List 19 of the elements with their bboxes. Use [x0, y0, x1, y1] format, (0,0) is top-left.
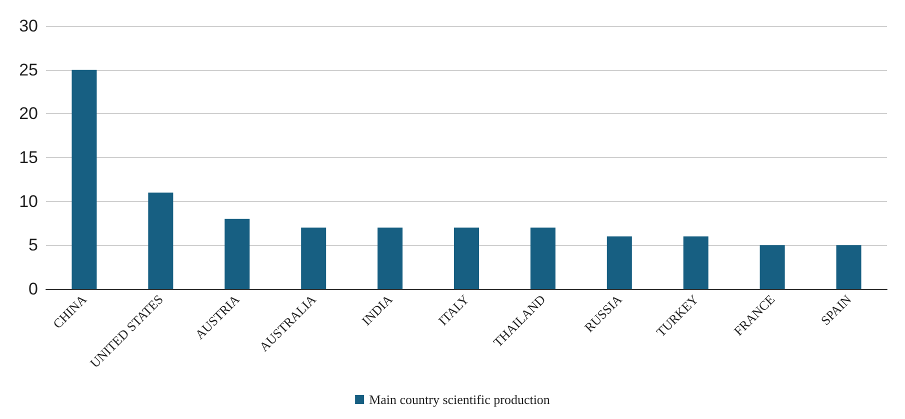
y-tick-label: 30 — [19, 16, 38, 36]
y-tick-label: 5 — [28, 236, 38, 255]
bar — [760, 245, 785, 289]
bar — [530, 228, 556, 289]
bar — [454, 228, 479, 289]
y-tick-label: 15 — [19, 148, 38, 167]
bar — [378, 228, 403, 289]
bar — [224, 218, 250, 289]
bar — [148, 192, 174, 289]
y-tick-label: 0 — [28, 280, 38, 298]
bar — [301, 228, 326, 289]
y-tick-label: 25 — [19, 60, 38, 80]
y-tick-label: 20 — [19, 104, 38, 124]
bar — [683, 236, 708, 289]
bar — [836, 245, 862, 289]
y-tick-label: 10 — [19, 192, 38, 211]
bar — [72, 70, 97, 289]
bar — [606, 236, 632, 289]
legend-label: Main country scientific production — [369, 392, 550, 407]
